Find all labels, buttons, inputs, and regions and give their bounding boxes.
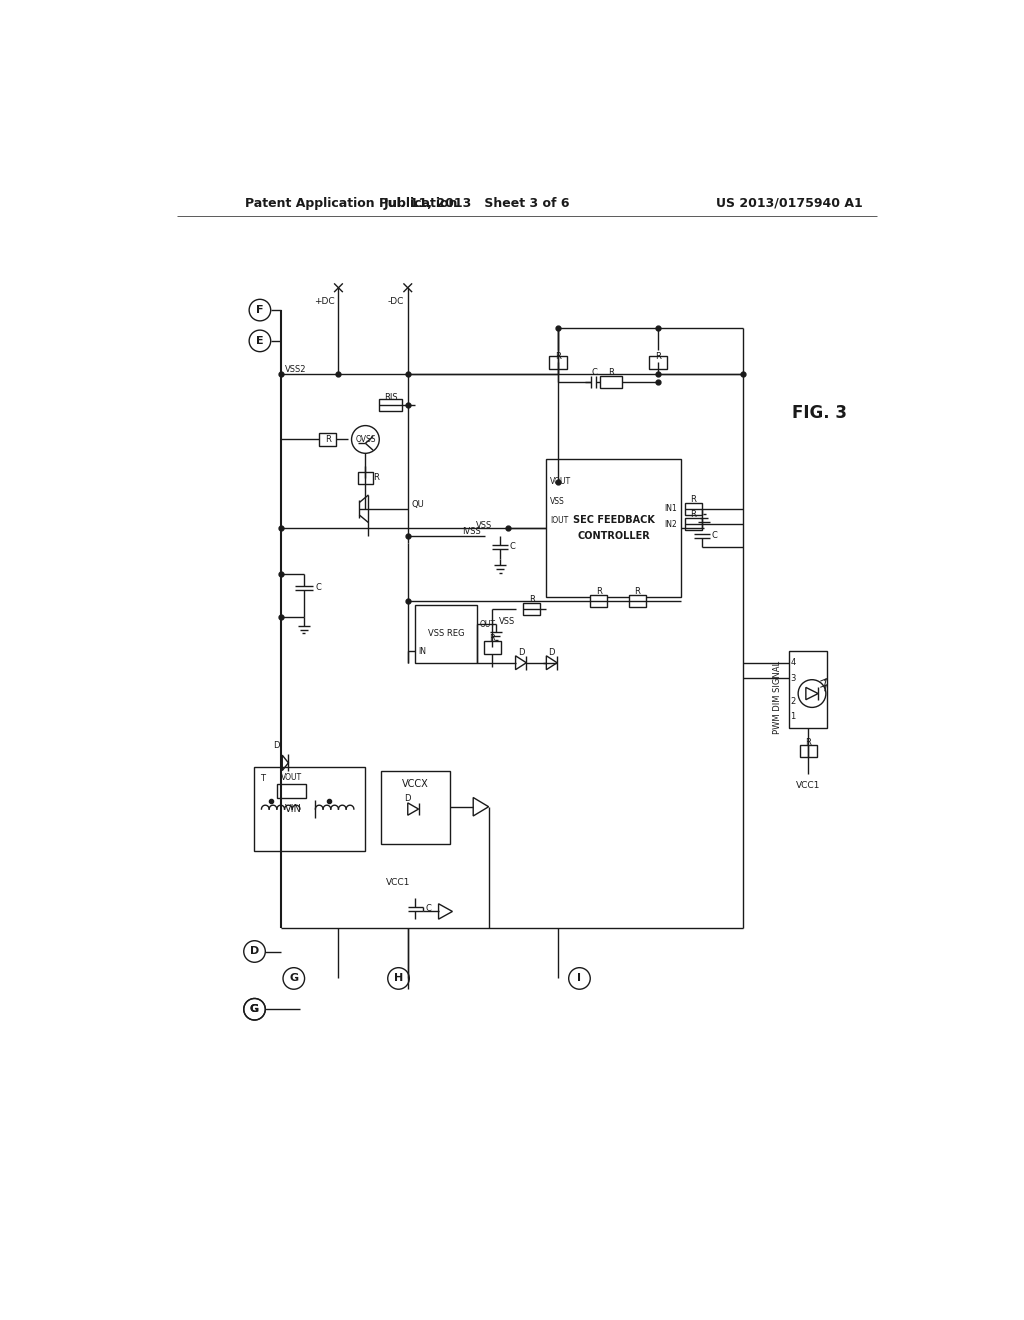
Bar: [600, 376, 622, 388]
Text: IN: IN: [418, 647, 426, 656]
Text: E: E: [256, 335, 264, 346]
Bar: [649, 356, 668, 368]
Text: 3: 3: [791, 673, 796, 682]
Text: VSS2: VSS2: [285, 366, 306, 374]
Bar: [685, 503, 701, 515]
Text: IN1: IN1: [665, 504, 677, 513]
Bar: [357, 471, 373, 484]
Text: VSS REG: VSS REG: [428, 630, 465, 639]
Text: C: C: [315, 583, 322, 591]
Bar: [800, 744, 816, 758]
Text: R: R: [608, 368, 614, 378]
Text: D: D: [549, 648, 555, 657]
Bar: [629, 595, 646, 607]
Text: C: C: [509, 543, 515, 550]
Text: OUT: OUT: [479, 620, 496, 628]
Text: F: F: [256, 305, 263, 315]
Text: R: R: [374, 474, 379, 482]
Text: QU: QU: [412, 500, 424, 510]
Text: IOUT: IOUT: [550, 516, 568, 525]
Text: G: G: [289, 973, 298, 983]
Text: R: R: [805, 738, 811, 747]
Text: OVSS: OVSS: [355, 436, 376, 444]
Text: D: D: [518, 648, 524, 657]
Text: R: R: [690, 495, 696, 504]
Text: Patent Application Publication: Patent Application Publication: [245, 197, 457, 210]
Text: VCCX: VCCX: [402, 779, 429, 789]
Text: R: R: [596, 587, 602, 597]
Text: VOUT: VOUT: [550, 478, 571, 486]
Bar: [590, 595, 607, 607]
Text: VSS: VSS: [500, 618, 515, 627]
Text: SEC FEEDBACK: SEC FEEDBACK: [572, 515, 654, 525]
Text: C: C: [425, 904, 431, 913]
Text: -DC: -DC: [387, 297, 403, 306]
Text: R: R: [655, 352, 660, 360]
Bar: [788, 651, 827, 729]
Text: IVSS: IVSS: [462, 528, 480, 536]
Text: VCC1: VCC1: [386, 878, 411, 887]
Bar: [547, 459, 681, 598]
Text: VIN: VIN: [286, 804, 302, 814]
Bar: [523, 603, 541, 615]
Text: R: R: [690, 511, 696, 519]
Text: D: D: [250, 946, 259, 957]
Text: R: R: [634, 587, 640, 597]
Text: VCC1: VCC1: [796, 781, 820, 791]
Text: +DC: +DC: [314, 297, 335, 306]
Text: 4: 4: [791, 659, 796, 667]
Text: 1: 1: [791, 713, 796, 721]
Text: VSS: VSS: [550, 496, 565, 506]
Text: T: T: [260, 774, 265, 783]
Bar: [276, 784, 306, 799]
Text: VOUT: VOUT: [281, 774, 302, 781]
Text: Jul. 11, 2013   Sheet 3 of 6: Jul. 11, 2013 Sheet 3 of 6: [384, 197, 570, 210]
Text: I: I: [578, 973, 582, 983]
Text: H: H: [394, 973, 403, 983]
Text: D: D: [273, 742, 280, 750]
Bar: [685, 517, 701, 531]
Text: D: D: [403, 793, 411, 803]
Text: C: C: [712, 531, 718, 540]
Text: IN2: IN2: [665, 520, 677, 528]
Text: R: R: [528, 595, 535, 605]
Text: CONTROLLER: CONTROLLER: [578, 531, 650, 541]
Bar: [416, 605, 477, 663]
Bar: [254, 767, 366, 851]
Bar: [484, 642, 501, 653]
Text: FIG. 3: FIG. 3: [793, 404, 847, 421]
Bar: [379, 399, 402, 411]
Bar: [381, 771, 451, 843]
Bar: [549, 356, 567, 368]
Text: R: R: [325, 436, 331, 444]
Text: US 2013/0175940 A1: US 2013/0175940 A1: [716, 197, 862, 210]
Text: 2: 2: [791, 697, 796, 706]
Text: PWM DIM SIGNAL: PWM DIM SIGNAL: [773, 661, 782, 734]
Text: VSS: VSS: [476, 521, 493, 531]
Text: R: R: [555, 352, 561, 360]
Text: C: C: [591, 368, 597, 378]
Text: G: G: [250, 1005, 259, 1014]
Text: G: G: [250, 1005, 259, 1014]
Bar: [319, 433, 336, 446]
Text: R: R: [489, 634, 496, 643]
Text: RIS: RIS: [384, 392, 397, 401]
